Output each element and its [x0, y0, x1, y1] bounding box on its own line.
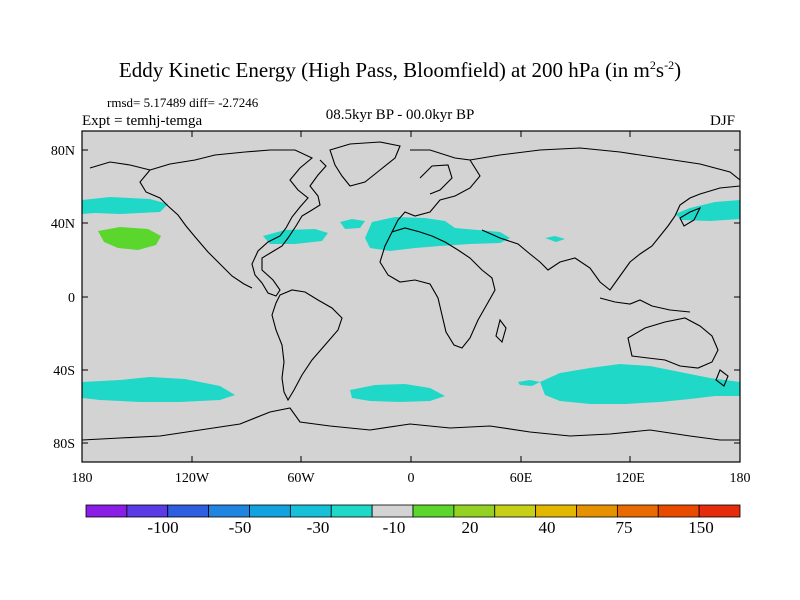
field-north-pacific: [82, 197, 168, 214]
field-mediterranean: [365, 217, 510, 251]
lat-label: 80N: [51, 144, 75, 159]
coast-japan: [679, 206, 702, 227]
lon-label: 120W: [175, 471, 210, 486]
lat-axis: [82, 149, 740, 444]
lon-label: 120E: [615, 471, 645, 486]
lon-label: 180: [72, 471, 93, 486]
experiment-label: Expt = temhj-temga: [82, 113, 203, 129]
field-northwest-pacific: [675, 200, 740, 221]
field-middle-east: [545, 236, 565, 242]
colorbar-swatch: [330, 504, 373, 518]
coast-antarctica: [82, 407, 740, 441]
colorbar-labels: -100 -50 -30 -10 20 40 75 150: [147, 518, 713, 537]
field-south-atlantic: [350, 384, 445, 402]
colorbar: [85, 504, 741, 518]
colorbar-label: -10: [383, 518, 406, 537]
colorbar-swatch: [371, 504, 414, 518]
colorbar-swatch: [126, 504, 169, 518]
field-mid-atlantic: [340, 219, 365, 229]
lat-labels: 80N 40N 0 40S 80S: [51, 144, 75, 452]
colorbar-swatch: [85, 504, 128, 518]
coast-europe: [391, 149, 481, 233]
coast-indonesia: [599, 297, 691, 313]
lon-label: 180: [730, 471, 751, 486]
lat-label: 40S: [53, 364, 75, 379]
lat-label: 0: [68, 291, 75, 306]
lon-label: 0: [408, 471, 415, 486]
season-label: DJF: [710, 113, 736, 129]
plot-title: Eddy Kinetic Energy (High Pass, Bloomfie…: [118, 58, 682, 82]
colorbar-swatch: [494, 504, 537, 518]
field-south-atlantic-small: [518, 380, 540, 386]
colorbar-label: -50: [229, 518, 252, 537]
colorbar-label: 40: [539, 518, 556, 537]
map-background: [82, 131, 740, 462]
coast-north-america: [139, 149, 327, 297]
field-south-pacific: [82, 377, 235, 402]
coastlines: [82, 141, 740, 441]
field-north-atlantic: [263, 229, 328, 244]
coast-south-america: [271, 289, 343, 402]
colorbar-label: -100: [147, 518, 178, 537]
colorbar-swatch: [453, 504, 496, 518]
colorbar-swatch: [698, 504, 741, 518]
colorbar-label: 75: [616, 518, 633, 537]
colorbar-swatch: [289, 504, 332, 518]
field-strong-positive: [98, 227, 161, 250]
colorbar-swatch: [616, 504, 659, 518]
coast-new-zealand: [715, 369, 729, 387]
colorbar-swatch: [208, 504, 250, 518]
lon-label: 60W: [287, 471, 315, 486]
colorbar-swatch: [535, 504, 577, 518]
lon-labels: 180 120W 60W 0 60E 120E 180: [72, 471, 751, 486]
stats-line: rmsd= 5.17489 diff= -2.7246: [107, 95, 259, 110]
colorbar-swatch: [576, 504, 618, 518]
period-label: 08.5kyr BP - 00.0kyr BP: [325, 107, 475, 123]
anomaly-fields: [82, 197, 740, 404]
lon-label: 60E: [510, 471, 533, 486]
colorbar-swatch: [249, 504, 291, 518]
coast-africa: [379, 227, 496, 349]
coast-scandinavia: [419, 164, 453, 195]
lat-label: 80S: [53, 437, 75, 452]
coast-madagascar: [495, 318, 507, 344]
colorbar-swatch: [167, 504, 210, 518]
lon-axis: [191, 131, 631, 462]
colorbar-label: 150: [688, 518, 714, 537]
colorbar-label: -30: [307, 518, 330, 537]
field-southern-indian-ocean: [540, 364, 740, 404]
coast-greenland: [329, 141, 401, 187]
colorbar-label: 20: [462, 518, 479, 537]
coast-alaska: [89, 161, 151, 171]
colorbar-swatch: [412, 504, 455, 518]
coast-australia: [627, 317, 719, 369]
coast-asia: [469, 147, 740, 291]
lat-label: 40N: [51, 217, 75, 232]
colorbar-swatch: [657, 504, 700, 518]
